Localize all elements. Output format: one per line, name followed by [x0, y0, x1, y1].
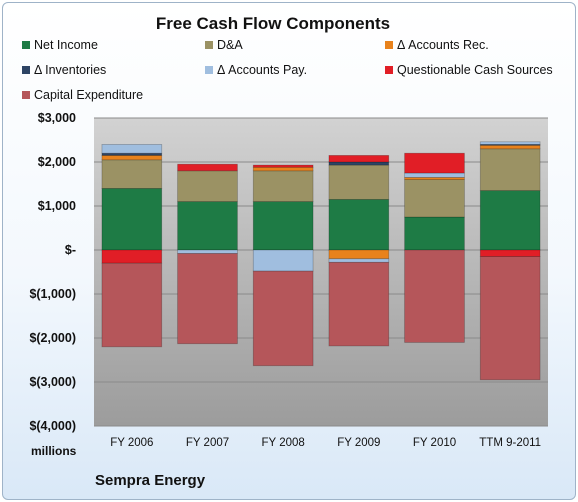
bar-segment: [101, 249, 163, 264]
bar-segment: [101, 143, 163, 154]
bar-segment: [177, 163, 238, 172]
bar-segment: [479, 256, 541, 381]
bar-segment: [479, 141, 541, 145]
legend-swatch: [22, 91, 30, 99]
bar-segment: [328, 154, 390, 163]
legend-label: Capital Expenditure: [34, 88, 144, 102]
legend-label: Δ Accounts Pay.: [217, 63, 308, 77]
x-tick-label: FY 2006: [110, 437, 153, 449]
bar-segment: [404, 216, 465, 251]
x-tick-label: FY 2009: [337, 437, 380, 449]
y-tick-label: $1,000: [38, 199, 76, 213]
bar-segment: [252, 166, 314, 172]
x-tick-label: FY 2007: [186, 437, 229, 449]
plot-area: [94, 118, 548, 426]
bar-segment: [479, 249, 541, 257]
x-tick-label: FY 2010: [413, 437, 456, 449]
bar-segment: [328, 261, 390, 347]
y-tick-label: $(3,000): [29, 375, 76, 389]
bar-segment: [252, 170, 314, 203]
legend-label: Δ Accounts Rec.: [397, 38, 489, 52]
bar-segment: [252, 164, 314, 168]
legend-label: Net Income: [34, 38, 98, 52]
bar-segment: [479, 190, 541, 251]
bar-segment: [404, 179, 465, 218]
legend-swatch: [385, 66, 393, 74]
bar-segment: [328, 198, 390, 251]
x-tick-label: TTM 9-2011: [479, 437, 541, 449]
bar-segment: [177, 170, 238, 203]
bar-segment: [177, 253, 238, 345]
legend-label: Δ Inventories: [34, 63, 107, 77]
bar-segment: [404, 172, 465, 178]
bar-segment: [101, 154, 163, 161]
company-name: Sempra Energy: [95, 472, 206, 489]
y-tick-label: $(4,000): [29, 419, 76, 433]
bar-segment: [328, 249, 390, 260]
y-tick-label: $2,000: [38, 155, 76, 169]
legend-swatch: [205, 66, 213, 74]
legend-swatch: [22, 41, 30, 49]
bar-segment: [101, 262, 163, 348]
bar-segment: [177, 249, 238, 254]
y-tick-label: $(1,000): [29, 287, 76, 301]
bar-segment: [404, 249, 465, 343]
units-label: millions: [31, 444, 77, 458]
y-tick-label: $-: [65, 243, 76, 257]
legend-swatch: [205, 41, 213, 49]
bar-segment: [101, 159, 163, 189]
legend-label: Questionable Cash Sources: [397, 63, 553, 77]
y-tick-label: $3,000: [38, 111, 76, 125]
bar-segment: [404, 152, 465, 174]
chart-title: Free Cash Flow Components: [155, 14, 391, 33]
bar-segment: [479, 144, 541, 150]
bar-segment: [252, 249, 314, 272]
bar-segment: [479, 148, 541, 192]
bar-segment: [328, 258, 390, 263]
bar-segment: [328, 164, 390, 200]
y-tick-label: $(2,000): [29, 331, 76, 345]
bar-segment: [328, 161, 390, 166]
bar-segment: [177, 201, 238, 251]
x-tick-label: FY 2008: [262, 437, 305, 449]
bar-segment: [252, 201, 314, 251]
legend-swatch: [385, 41, 393, 49]
bar-segment: [252, 270, 314, 367]
legend-label: D&A: [217, 38, 243, 52]
legend-swatch: [22, 66, 30, 74]
bar-segment: [101, 187, 163, 251]
